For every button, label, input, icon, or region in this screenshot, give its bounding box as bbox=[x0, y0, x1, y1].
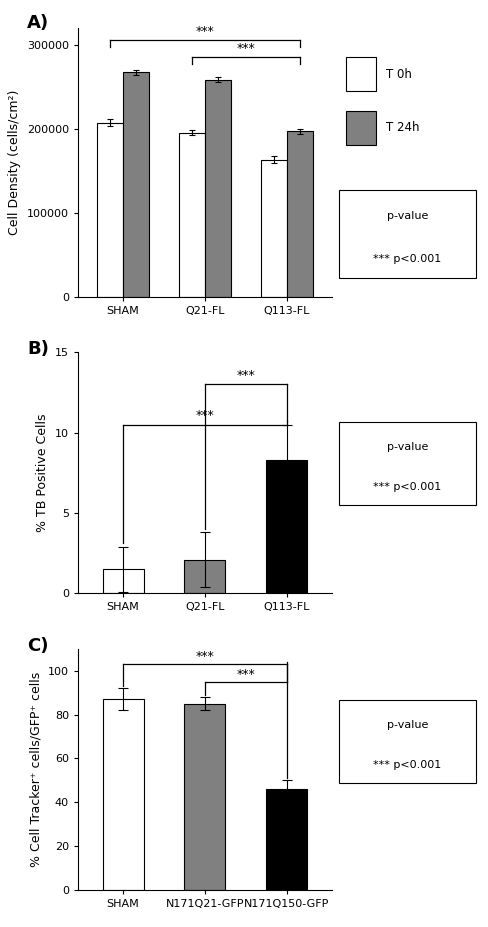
Bar bbox=[102, 569, 143, 593]
Bar bbox=[346, 57, 376, 91]
Bar bbox=[266, 789, 307, 890]
Text: T 24h: T 24h bbox=[386, 121, 419, 134]
Bar bbox=[184, 560, 225, 593]
Text: T 0h: T 0h bbox=[386, 68, 411, 81]
Text: *** p<0.001: *** p<0.001 bbox=[373, 760, 442, 770]
Bar bbox=[102, 699, 143, 890]
Text: ***: *** bbox=[237, 42, 255, 55]
Bar bbox=[287, 131, 313, 297]
Text: ***: *** bbox=[237, 667, 255, 680]
Text: *** p<0.001: *** p<0.001 bbox=[373, 482, 442, 492]
Text: *** p<0.001: *** p<0.001 bbox=[373, 254, 442, 263]
Text: p-value: p-value bbox=[387, 442, 428, 451]
Text: A): A) bbox=[27, 15, 49, 32]
Y-axis label: % Cell Tracker⁺ cells/GFP⁺ cells: % Cell Tracker⁺ cells/GFP⁺ cells bbox=[29, 672, 42, 867]
Text: ***: *** bbox=[237, 369, 255, 382]
Bar bbox=[179, 133, 205, 297]
Bar bbox=[123, 72, 149, 297]
Text: B): B) bbox=[27, 340, 49, 358]
Bar bbox=[346, 111, 376, 145]
Text: C): C) bbox=[27, 637, 49, 654]
Text: p-value: p-value bbox=[387, 211, 428, 222]
Bar bbox=[266, 460, 307, 593]
Text: ***: *** bbox=[196, 650, 214, 663]
Y-axis label: % TB Positive Cells: % TB Positive Cells bbox=[37, 413, 49, 532]
Bar bbox=[205, 80, 231, 297]
Text: ***: *** bbox=[196, 25, 214, 38]
Bar bbox=[184, 704, 225, 890]
Bar bbox=[261, 159, 287, 297]
Text: p-value: p-value bbox=[387, 720, 428, 730]
Y-axis label: Cell Density (cells/cm²): Cell Density (cells/cm²) bbox=[8, 90, 21, 235]
Text: ***: *** bbox=[196, 409, 214, 422]
Bar bbox=[97, 122, 123, 297]
